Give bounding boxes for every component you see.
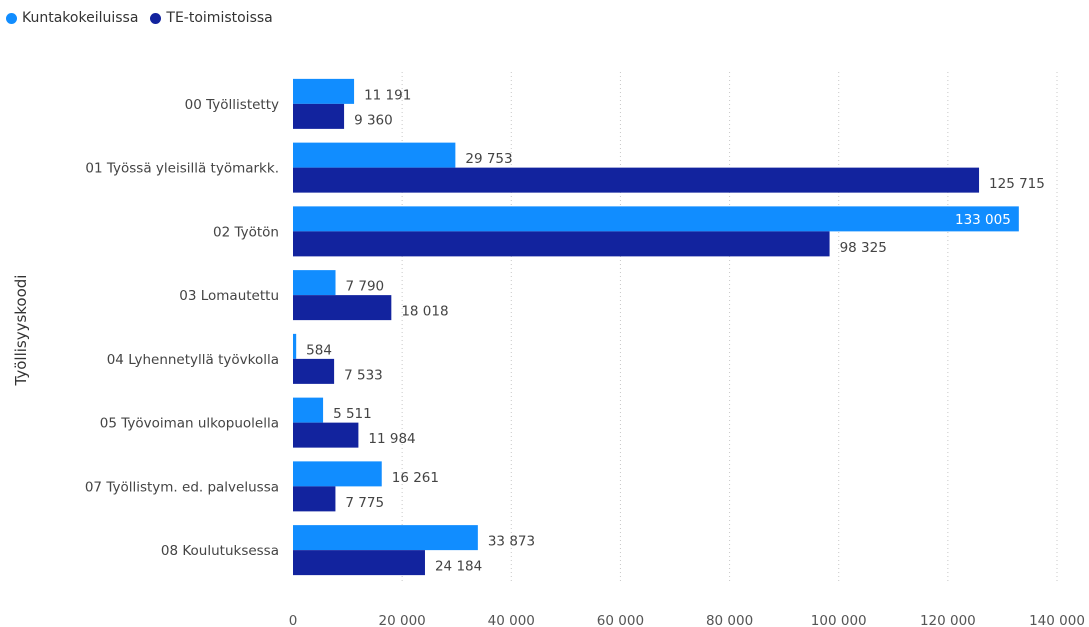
bar-te-toimistoissa	[293, 422, 359, 448]
data-label: 11 191	[364, 87, 411, 103]
x-tick-label: 120 000	[920, 613, 976, 627]
bar-kuntakokeiluissa	[293, 206, 1019, 232]
y-axis-title: Työllisyyskoodi	[12, 275, 30, 387]
x-tick-label: 60 000	[597, 613, 644, 627]
category-label: 02 Työtön	[213, 224, 279, 240]
x-tick-label: 40 000	[488, 613, 535, 627]
category-label: 04 Lyhennetyllä työvkolla	[107, 352, 279, 368]
legend-label-te-toimistoissa: TE-toimistoissa	[166, 10, 273, 26]
bar-kuntakokeiluissa	[293, 525, 478, 551]
category-labels: 00 Työllistetty 01 Työssä yleisillä työma…	[85, 97, 279, 559]
x-tick-label: 140 000	[1029, 613, 1085, 627]
x-tick-label: 100 000	[811, 613, 867, 627]
x-axis-ticks: 0 20 000 40 000 60 000 80 000 100 000 120 000 1…	[289, 613, 1085, 627]
legend-item-te-toimistoissa[interactable]: TE-toimistoissa	[150, 10, 273, 26]
data-label: 24 184	[435, 559, 482, 575]
data-label: 584	[306, 342, 332, 358]
x-tick-label: 80 000	[706, 613, 753, 627]
bar-kuntakokeiluissa	[293, 142, 456, 168]
bar-te-toimistoissa	[293, 103, 345, 129]
legend-marker-kuntakokeiluissa	[6, 12, 17, 24]
x-tick-label: 0	[289, 613, 298, 627]
category-label: 03 Lomautettu	[179, 288, 279, 304]
bar-kuntakokeiluissa	[293, 333, 297, 359]
x-tick-label: 20 000	[379, 613, 426, 627]
bar-kuntakokeiluissa	[293, 270, 336, 296]
data-label: 7 533	[344, 367, 383, 383]
bar-te-toimistoissa	[293, 231, 830, 257]
legend-item-kuntakokeiluissa[interactable]: Kuntakokeiluissa	[6, 10, 138, 26]
category-label: 08 Koulutuksessa	[161, 543, 279, 559]
data-label: 29 753	[465, 151, 512, 167]
data-label: 5 511	[333, 406, 372, 422]
data-label: 18 018	[401, 304, 448, 320]
data-label: 16 261	[392, 470, 439, 486]
bar-kuntakokeiluissa	[293, 397, 324, 423]
legend-label-kuntakokeiluissa: Kuntakokeiluissa	[22, 10, 139, 26]
bars	[293, 78, 1019, 576]
bar-te-toimistoissa	[293, 358, 335, 384]
legend-marker-te-toimistoissa	[150, 12, 162, 24]
bar-kuntakokeiluissa	[293, 78, 355, 104]
category-label: 01 Työssä yleisillä työmarkk.	[85, 161, 279, 177]
data-label: 125 715	[989, 176, 1045, 192]
data-labels: 11 191 9 360 29 753 125 715 133 005 98 325 7 7…	[306, 87, 1045, 574]
bar-te-toimistoissa	[293, 167, 980, 193]
data-label: 9 360	[354, 112, 393, 128]
bar-kuntakokeiluissa	[293, 461, 382, 487]
data-label: 33 873	[488, 534, 535, 550]
data-label: 98 325	[840, 240, 887, 256]
category-label: 05 Työvoiman ulkopuolella	[100, 416, 279, 432]
category-label: 00 Työllistetty	[185, 97, 279, 113]
data-label: 7 790	[346, 279, 385, 295]
bar-te-toimistoissa	[293, 550, 425, 576]
data-label: 133 005	[955, 212, 1011, 228]
gridlines	[401, 72, 1058, 582]
bar-te-toimistoissa	[293, 486, 336, 512]
data-label: 11 984	[368, 431, 415, 447]
bar-te-toimistoissa	[293, 295, 392, 321]
category-label: 07 Työllistym. ed. palvelussa	[85, 479, 279, 495]
legend: Kuntakokeiluissa TE-toimistoissa	[6, 10, 273, 26]
data-label: 7 775	[345, 495, 384, 511]
